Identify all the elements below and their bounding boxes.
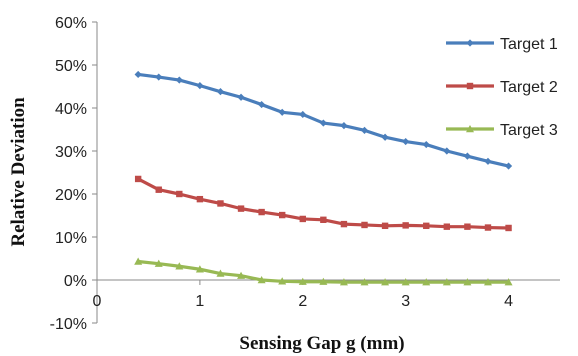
target-2-data-point (381, 222, 389, 230)
y-tick-label: 20% (55, 187, 87, 204)
target-1-data-point (237, 93, 245, 101)
target-1-data-point (443, 147, 451, 155)
target-1-data-point (402, 137, 410, 146)
target-1-data-point (299, 110, 307, 119)
target-2-data-point (443, 223, 451, 230)
target-3-data-point (237, 271, 246, 279)
target-2-legend-label: Target 2 (500, 79, 558, 96)
target-1-data-point (463, 152, 471, 160)
x-axis-title: Sensing Gap g (mm) (239, 333, 404, 354)
target-1-data-point (258, 100, 266, 109)
target-2-data-point (279, 211, 286, 219)
target-3-data-point (422, 278, 431, 286)
target-1-legend-label: Target 1 (500, 36, 558, 53)
y-axis-title: Relative Deviation (8, 97, 29, 247)
target-2-data-point (155, 186, 162, 193)
y-tick-label: 10% (55, 230, 87, 247)
target-3-data-point (483, 278, 492, 286)
target-2-data-point (402, 222, 409, 229)
target-2-legend-marker (466, 82, 474, 90)
target-2-data-point (423, 222, 430, 230)
target-1-data-point (381, 133, 389, 141)
target-3-data-point (339, 278, 348, 286)
target-3-data-point (401, 278, 410, 286)
target-3-data-point (463, 278, 472, 286)
target-2-data-point (505, 224, 512, 232)
target-1-data-point (155, 73, 163, 81)
target-2-data-point (464, 223, 471, 230)
y-tick-label: 0% (64, 273, 87, 290)
target-1-data-point (484, 157, 492, 165)
target-1-data-point (360, 126, 369, 134)
x-tick-label: 1 (195, 293, 204, 310)
target-1-legend-marker (466, 39, 474, 47)
target-2-data-point (217, 200, 224, 207)
target-1-data-point (278, 108, 286, 116)
target-1-data-point (216, 88, 225, 96)
chart-series (134, 70, 513, 286)
target-3-data-point (381, 278, 390, 286)
y-tick-label: 40% (55, 101, 87, 118)
target-1-data-point (319, 119, 327, 127)
target-1-data-point (134, 70, 142, 79)
target-3-data-point (360, 278, 369, 286)
target-3-data-point (504, 278, 513, 286)
target-2-data-point (361, 221, 368, 229)
target-2-data-point (176, 190, 183, 198)
x-tick-label: 3 (401, 293, 410, 310)
target-3-data-point (319, 277, 328, 285)
y-axis-ticks: -10% 0% 10% 20% 30% 40% 50% 60% (50, 15, 97, 333)
target-1-data-point (196, 82, 204, 90)
target-2-data-point (196, 195, 204, 203)
y-tick-label: -10% (50, 316, 87, 333)
target-2-data-point (299, 215, 306, 223)
target-1-data-point (175, 76, 183, 84)
x-tick-label: 0 (93, 293, 102, 310)
target-2-data-point (134, 175, 142, 183)
target-3-data-point (298, 277, 307, 285)
target-3-data-point (216, 269, 225, 277)
target-1-data-point (340, 122, 348, 130)
target-3-data-point (257, 276, 266, 284)
y-tick-label: 60% (55, 15, 87, 32)
y-tick-label: 50% (55, 58, 87, 75)
target-2-data-point (237, 205, 245, 212)
x-tick-label: 2 (298, 293, 307, 310)
target-3-data-point (195, 265, 204, 273)
target-1-data-point (504, 162, 513, 170)
target-3-data-point (154, 259, 163, 267)
target-1-data-point (422, 140, 430, 149)
target-3-legend-marker (466, 125, 474, 133)
target-2-data-point (258, 208, 265, 216)
x-tick-label: 4 (504, 293, 513, 310)
target-3-data-point (442, 278, 451, 286)
target-2-data-point (320, 216, 327, 223)
y-tick-label: 30% (55, 144, 87, 161)
chart-legend: Target 1 Target 2 Target 3 (446, 36, 558, 139)
target-3-legend-label: Target 3 (500, 122, 558, 139)
target-3-data-point (278, 277, 287, 285)
target-3-data-point (134, 257, 143, 265)
target-2-data-point (340, 220, 348, 228)
target-3-data-point (175, 262, 184, 270)
target-2-data-point (484, 224, 492, 231)
chart-axes (96, 22, 560, 323)
